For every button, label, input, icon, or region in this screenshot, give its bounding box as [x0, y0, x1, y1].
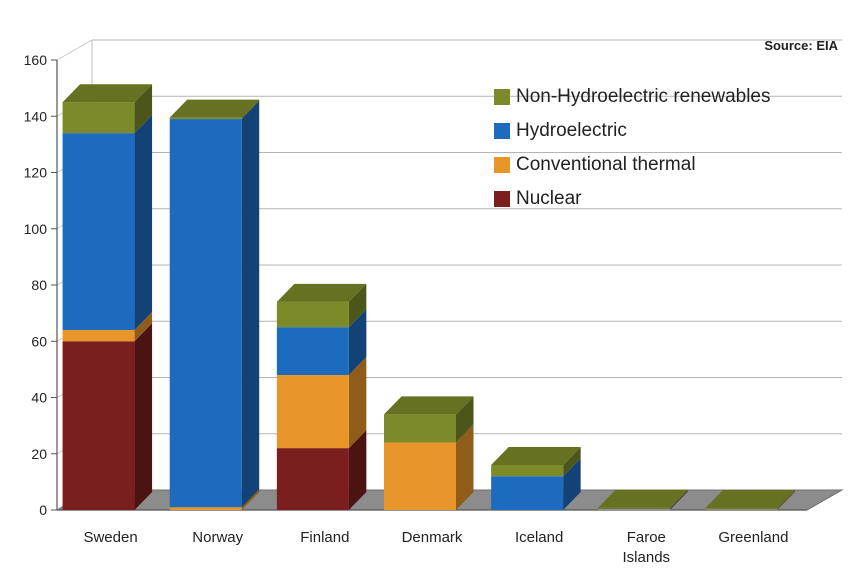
bar-sweden-hydroelectric	[62, 133, 135, 330]
x-tick-label: Faroe	[627, 529, 666, 546]
y-tick-label: 160	[24, 52, 48, 68]
x-tick-label: Sweden	[83, 529, 137, 546]
y-tick-label: 100	[24, 221, 48, 237]
legend-swatch	[494, 191, 510, 207]
bar-faroe-islands-hydroelectric	[598, 508, 671, 510]
bar-faroe-islands-top	[598, 489, 688, 508]
bar-denmark-conventional-thermal	[384, 442, 456, 510]
y-tick-label: 80	[31, 277, 47, 293]
bar-sweden-hydroelectric-side	[134, 115, 153, 330]
legend: Non-Hydroelectric renewables Hydroelectri…	[494, 80, 771, 216]
legend-swatch	[494, 157, 510, 173]
source-note: Source: EIA	[764, 38, 838, 53]
bar-sweden-nuclear	[62, 341, 135, 510]
x-tick-label: Iceland	[515, 529, 563, 546]
bar-norway-non-hydroelectric-renewables-side	[241, 99, 260, 120]
bar-finland-conventional-thermal-side	[348, 357, 367, 449]
y-tick-label: 120	[24, 165, 48, 181]
bar-norway-conventional-thermal-side	[241, 489, 260, 510]
bar-greenland-non-hydroelectric-renewables	[705, 508, 778, 509]
x-tick-label: Greenland	[718, 529, 788, 546]
bar-faroe-islands-conventional-thermal-side	[670, 491, 688, 510]
bar-sweden-conventional-thermal	[62, 330, 135, 342]
bar-norway-hydroelectric-side	[241, 101, 260, 508]
y-tick-label: 20	[31, 446, 47, 462]
bar-finland-conventional-thermal	[276, 375, 349, 449]
bar-faroe-islands-non-hydroelectric-renewables-side	[670, 489, 688, 509]
bar-norway-non-hydroelectric-renewables	[169, 117, 242, 120]
bar-greenland-hydroelectric	[705, 508, 778, 510]
legend-item-nuclear: Nuclear	[494, 182, 771, 216]
bar-denmark-non-hydroelectric-renewables-side	[456, 396, 474, 443]
x-tick-label: Islands	[623, 549, 671, 566]
y-tick-label: 60	[31, 333, 47, 349]
legend-label: Nuclear	[516, 188, 582, 209]
bar-sweden-nuclear-side	[134, 323, 153, 510]
bar-faroe-islands-hydroelectric-side	[670, 490, 688, 510]
legend-item-non-hydroelectric-renewables: Non-Hydroelectric renewables	[494, 80, 771, 114]
bar-faroe-islands-non-hydroelectric-renewables	[598, 507, 671, 509]
bar-finland-hydroelectric	[276, 327, 349, 375]
gridline-diagonal	[56, 39, 93, 61]
bar-iceland-top	[491, 447, 581, 465]
bar-greenland-conventional-thermal-side	[777, 491, 795, 510]
legend-item-conventional-thermal: Conventional thermal	[494, 148, 771, 182]
legend-label: Non-Hydroelectric renewables	[516, 86, 771, 107]
bar-iceland-non-hydroelectric-renewables	[491, 465, 564, 477]
bar-finland-nuclear	[276, 448, 349, 510]
x-tick-label: Finland	[300, 529, 349, 546]
y-tick-label: 40	[31, 390, 47, 406]
bar-sweden-non-hydroelectric-renewables	[62, 102, 135, 134]
x-tick-label: Norway	[192, 529, 243, 546]
bar-iceland-hydroelectric	[491, 476, 564, 510]
bar-norway-top	[169, 99, 260, 118]
bar-finland-nuclear-side	[348, 430, 367, 510]
bar-iceland-non-hydroelectric-renewables-side	[563, 447, 581, 477]
bar-denmark-top	[384, 396, 474, 415]
bar-finland-non-hydroelectric-renewables	[276, 301, 349, 328]
bar-finland-non-hydroelectric-renewables-side	[348, 283, 367, 328]
y-tick-label: 0	[39, 502, 47, 518]
bar-sweden-conventional-thermal-side	[134, 312, 153, 342]
bar-denmark-conventional-thermal-side	[456, 424, 474, 510]
bar-greenland-top	[705, 490, 795, 509]
legend-label: Hydroelectric	[516, 120, 627, 141]
bar-finland-hydroelectric-side	[348, 309, 367, 375]
bar-greenland-non-hydroelectric-renewables-side	[777, 490, 795, 509]
bar-denmark-non-hydroelectric-renewables	[384, 414, 456, 443]
legend-label: Conventional thermal	[516, 154, 696, 175]
bar-norway-conventional-thermal	[169, 507, 242, 510]
y-tick-label: 140	[24, 108, 48, 124]
bar-faroe-islands-conventional-thermal	[598, 509, 671, 510]
bar-norway-hydroelectric	[169, 119, 242, 508]
bar-greenland-conventional-thermal	[705, 509, 778, 510]
bar-sweden-non-hydroelectric-renewables-side	[134, 84, 153, 134]
bar-finland-top	[276, 283, 367, 302]
legend-swatch	[494, 89, 510, 105]
x-tick-label: Denmark	[402, 529, 463, 546]
legend-swatch	[494, 123, 510, 139]
bar-greenland-hydroelectric-side	[777, 490, 795, 510]
bar-iceland-hydroelectric-side	[563, 458, 581, 510]
legend-item-hydroelectric: Hydroelectric	[494, 114, 771, 148]
bar-sweden-top	[62, 84, 153, 103]
